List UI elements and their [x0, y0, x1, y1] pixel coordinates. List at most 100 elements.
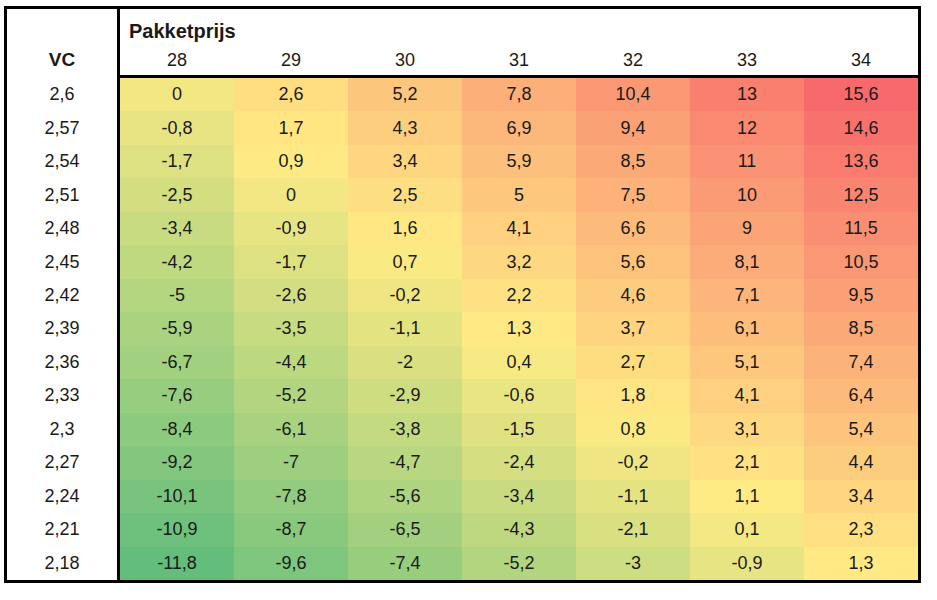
heatmap-cell[interactable]: 5,1 [690, 346, 804, 379]
heatmap-cell[interactable]: 6,4 [804, 379, 918, 412]
heatmap-cell[interactable]: -2,6 [234, 279, 348, 312]
heatmap-cell[interactable]: -2,5 [120, 178, 234, 211]
heatmap-cell[interactable]: 15,6 [804, 78, 918, 111]
heatmap-cell[interactable]: 8,5 [576, 145, 690, 178]
heatmap-cell[interactable]: -8,7 [234, 513, 348, 546]
row-header[interactable]: 2,36 [7, 346, 120, 379]
heatmap-cell[interactable]: -5 [120, 279, 234, 312]
heatmap-cell[interactable]: 5 [462, 178, 576, 211]
heatmap-cell[interactable]: 3,4 [804, 480, 918, 513]
heatmap-cell[interactable]: 6,9 [462, 111, 576, 144]
heatmap-cell[interactable]: -1,1 [348, 312, 462, 345]
heatmap-cell[interactable]: 2,6 [234, 78, 348, 111]
heatmap-cell[interactable]: 4,4 [804, 446, 918, 479]
heatmap-cell[interactable]: -3 [576, 547, 690, 580]
heatmap-cell[interactable]: -9,6 [234, 547, 348, 580]
heatmap-cell[interactable]: -5,6 [348, 480, 462, 513]
heatmap-cell[interactable]: -0,6 [462, 379, 576, 412]
heatmap-cell[interactable]: -2,9 [348, 379, 462, 412]
heatmap-cell[interactable]: -0,2 [576, 446, 690, 479]
heatmap-cell[interactable]: -1,1 [576, 480, 690, 513]
heatmap-cell[interactable]: 0,8 [576, 413, 690, 446]
column-header[interactable]: 31 [462, 45, 576, 78]
heatmap-cell[interactable]: 3,2 [462, 245, 576, 278]
heatmap-cell[interactable]: 1,7 [234, 111, 348, 144]
heatmap-cell[interactable]: 0,7 [348, 245, 462, 278]
heatmap-cell[interactable]: 11,5 [804, 212, 918, 245]
heatmap-cell[interactable]: -3,8 [348, 413, 462, 446]
heatmap-cell[interactable]: 2,1 [690, 446, 804, 479]
heatmap-cell[interactable]: 3,4 [348, 145, 462, 178]
heatmap-cell[interactable]: 1,1 [690, 480, 804, 513]
heatmap-cell[interactable]: 5,4 [804, 413, 918, 446]
heatmap-cell[interactable]: -0,2 [348, 279, 462, 312]
heatmap-cell[interactable]: 10,4 [576, 78, 690, 111]
heatmap-cell[interactable]: 9,5 [804, 279, 918, 312]
heatmap-cell[interactable]: 4,1 [462, 212, 576, 245]
heatmap-cell[interactable]: 7,4 [804, 346, 918, 379]
heatmap-cell[interactable]: 8,5 [804, 312, 918, 345]
heatmap-cell[interactable]: 4,6 [576, 279, 690, 312]
heatmap-cell[interactable]: -8,4 [120, 413, 234, 446]
heatmap-cell[interactable]: -0,9 [690, 547, 804, 580]
heatmap-cell[interactable]: 1,3 [804, 547, 918, 580]
heatmap-cell[interactable]: 0,9 [234, 145, 348, 178]
heatmap-cell[interactable]: -5,9 [120, 312, 234, 345]
column-header[interactable]: 28 [120, 45, 234, 78]
heatmap-cell[interactable]: -7 [234, 446, 348, 479]
heatmap-cell[interactable]: -11,8 [120, 547, 234, 580]
heatmap-cell[interactable]: 5,2 [348, 78, 462, 111]
heatmap-cell[interactable]: 4,1 [690, 379, 804, 412]
heatmap-cell[interactable]: 8,1 [690, 245, 804, 278]
vc-corner-label[interactable]: VC [7, 9, 120, 78]
heatmap-cell[interactable]: 3,7 [576, 312, 690, 345]
heatmap-cell[interactable]: 1,3 [462, 312, 576, 345]
heatmap-cell[interactable]: 13,6 [804, 145, 918, 178]
heatmap-cell[interactable]: -5,2 [234, 379, 348, 412]
heatmap-cell[interactable]: 0,1 [690, 513, 804, 546]
heatmap-cell[interactable]: -6,5 [348, 513, 462, 546]
row-header[interactable]: 2,21 [7, 513, 120, 546]
heatmap-cell[interactable]: -1,7 [234, 245, 348, 278]
pakketprijs-group-header[interactable]: Pakketprijs [120, 9, 918, 45]
heatmap-cell[interactable]: -5,2 [462, 547, 576, 580]
row-header[interactable]: 2,3 [7, 413, 120, 446]
row-header[interactable]: 2,24 [7, 480, 120, 513]
heatmap-cell[interactable]: 0,4 [462, 346, 576, 379]
heatmap-cell[interactable]: 14,6 [804, 111, 918, 144]
row-header[interactable]: 2,42 [7, 279, 120, 312]
heatmap-cell[interactable]: -2,1 [576, 513, 690, 546]
heatmap-cell[interactable]: -0,9 [234, 212, 348, 245]
heatmap-cell[interactable]: -7,8 [234, 480, 348, 513]
heatmap-cell[interactable]: -2 [348, 346, 462, 379]
column-header[interactable]: 29 [234, 45, 348, 78]
heatmap-cell[interactable]: 10 [690, 178, 804, 211]
heatmap-cell[interactable]: 6,1 [690, 312, 804, 345]
heatmap-cell[interactable]: 13 [690, 78, 804, 111]
row-header[interactable]: 2,57 [7, 111, 120, 144]
heatmap-cell[interactable]: 10,5 [804, 245, 918, 278]
heatmap-cell[interactable]: 1,8 [576, 379, 690, 412]
heatmap-cell[interactable]: 1,6 [348, 212, 462, 245]
row-header[interactable]: 2,48 [7, 212, 120, 245]
heatmap-cell[interactable]: -4,2 [120, 245, 234, 278]
row-header[interactable]: 2,51 [7, 178, 120, 211]
heatmap-cell[interactable]: 5,9 [462, 145, 576, 178]
heatmap-cell[interactable]: -3,4 [120, 212, 234, 245]
heatmap-cell[interactable]: 12,5 [804, 178, 918, 211]
heatmap-cell[interactable]: -1,7 [120, 145, 234, 178]
row-header[interactable]: 2,27 [7, 446, 120, 479]
column-header[interactable]: 33 [690, 45, 804, 78]
heatmap-cell[interactable]: -2,4 [462, 446, 576, 479]
heatmap-cell[interactable]: -3,5 [234, 312, 348, 345]
heatmap-cell[interactable]: -4,7 [348, 446, 462, 479]
heatmap-cell[interactable]: -4,4 [234, 346, 348, 379]
heatmap-cell[interactable]: -4,3 [462, 513, 576, 546]
heatmap-cell[interactable]: -0,8 [120, 111, 234, 144]
row-header[interactable]: 2,18 [7, 547, 120, 580]
heatmap-cell[interactable]: 3,1 [690, 413, 804, 446]
heatmap-cell[interactable]: -9,2 [120, 446, 234, 479]
heatmap-cell[interactable]: 11 [690, 145, 804, 178]
heatmap-cell[interactable]: -6,1 [234, 413, 348, 446]
row-header[interactable]: 2,54 [7, 145, 120, 178]
